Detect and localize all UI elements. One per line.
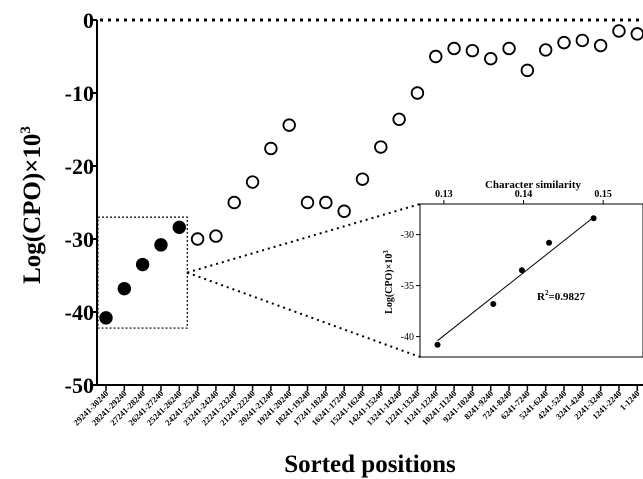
data-point-open	[410, 86, 425, 100]
inset-x-tick-label: 0.14	[515, 189, 533, 200]
data-point-filled	[135, 257, 150, 272]
data-point-open	[355, 172, 370, 186]
inset-data-point	[490, 300, 497, 307]
y-tick-label: -40	[65, 300, 94, 325]
x-tick-group: 29241-3024028241-2924027241-2824026241-2…	[71, 385, 642, 427]
inset-data-point	[434, 341, 441, 348]
data-point-open	[374, 140, 388, 154]
data-point-open	[630, 27, 643, 41]
inset-tick-group: 0.13 0.14 0.15 -30 -35 -40	[401, 189, 612, 343]
data-point-open	[264, 141, 278, 156]
data-point-open	[392, 112, 406, 126]
data-point-open	[520, 63, 535, 78]
zoom-connector-top	[186, 203, 421, 274]
inset-y-tick-label: -30	[401, 230, 414, 241]
data-point-open	[484, 51, 498, 66]
data-point-open	[538, 43, 553, 57]
y-tick-label: 0	[83, 8, 94, 33]
y-axis-title: Log(CPO)×103	[18, 126, 46, 284]
data-point-open	[282, 118, 296, 132]
data-point-open	[465, 43, 480, 58]
data-point-filled	[117, 281, 132, 296]
inset-frame	[419, 203, 643, 358]
data-point-open	[190, 232, 205, 246]
inset-x-tick-label: 0.13	[435, 189, 453, 200]
data-point-filled	[154, 238, 168, 252]
data-point-filled	[99, 311, 113, 325]
data-point-open	[612, 24, 626, 38]
inset-data-point	[518, 267, 525, 274]
y-axis-title-text: Log(CPO)×10	[19, 134, 46, 284]
r-squared-value: =0.9827	[548, 291, 585, 303]
r-squared-annotation: R2=0.9827	[537, 289, 585, 303]
inset-y-axis-title-sup: 3	[382, 250, 390, 254]
data-point-open	[447, 41, 461, 56]
y-tick-label: -10	[65, 81, 94, 106]
r-squared-sup: 2	[545, 289, 549, 297]
data-point-open	[502, 41, 516, 56]
inset-fit-line	[437, 216, 594, 342]
r-squared-label: R	[537, 291, 546, 303]
y-tick-label: -30	[65, 227, 94, 252]
data-point-open	[227, 195, 241, 210]
y-tick-label: -50	[65, 373, 94, 398]
data-point-open	[557, 35, 571, 50]
inset-x-axis-title: Character similarity	[485, 179, 582, 191]
inset-y-axis-title: Log(CPO)×103	[382, 250, 395, 314]
data-point-open	[209, 229, 223, 243]
inset-x-tick-label: 0.15	[594, 189, 612, 200]
data-points	[99, 24, 643, 325]
inset-y-axis-title-text: Log(CPO)×10	[384, 254, 395, 314]
y-tick-label: -20	[65, 154, 94, 179]
inset-y-tick-label: -40	[401, 332, 414, 343]
data-point-open	[300, 195, 315, 210]
y-tick-group: 0 -10 -20 -30 -40 -50	[65, 8, 97, 398]
data-point-open	[593, 38, 608, 53]
x-axis-title: Sorted positions	[284, 451, 456, 478]
data-point-open	[337, 204, 351, 218]
highlight-box	[97, 216, 188, 329]
data-point-open	[575, 33, 590, 48]
data-point-open	[319, 195, 333, 210]
inset-data-point	[590, 215, 597, 222]
inset-data-point	[546, 239, 553, 246]
inset-chart: Character similarity Log(CPO)×103 0.13 0.…	[382, 179, 643, 358]
data-point-open	[245, 175, 260, 189]
x-tick-label: 1-1240	[618, 388, 642, 412]
y-axis-title-sup: 3	[18, 126, 34, 134]
inset-y-tick-label: -35	[401, 281, 414, 292]
data-point-filled	[172, 220, 186, 235]
data-point-open	[429, 49, 443, 64]
inset-data-points	[434, 215, 597, 348]
